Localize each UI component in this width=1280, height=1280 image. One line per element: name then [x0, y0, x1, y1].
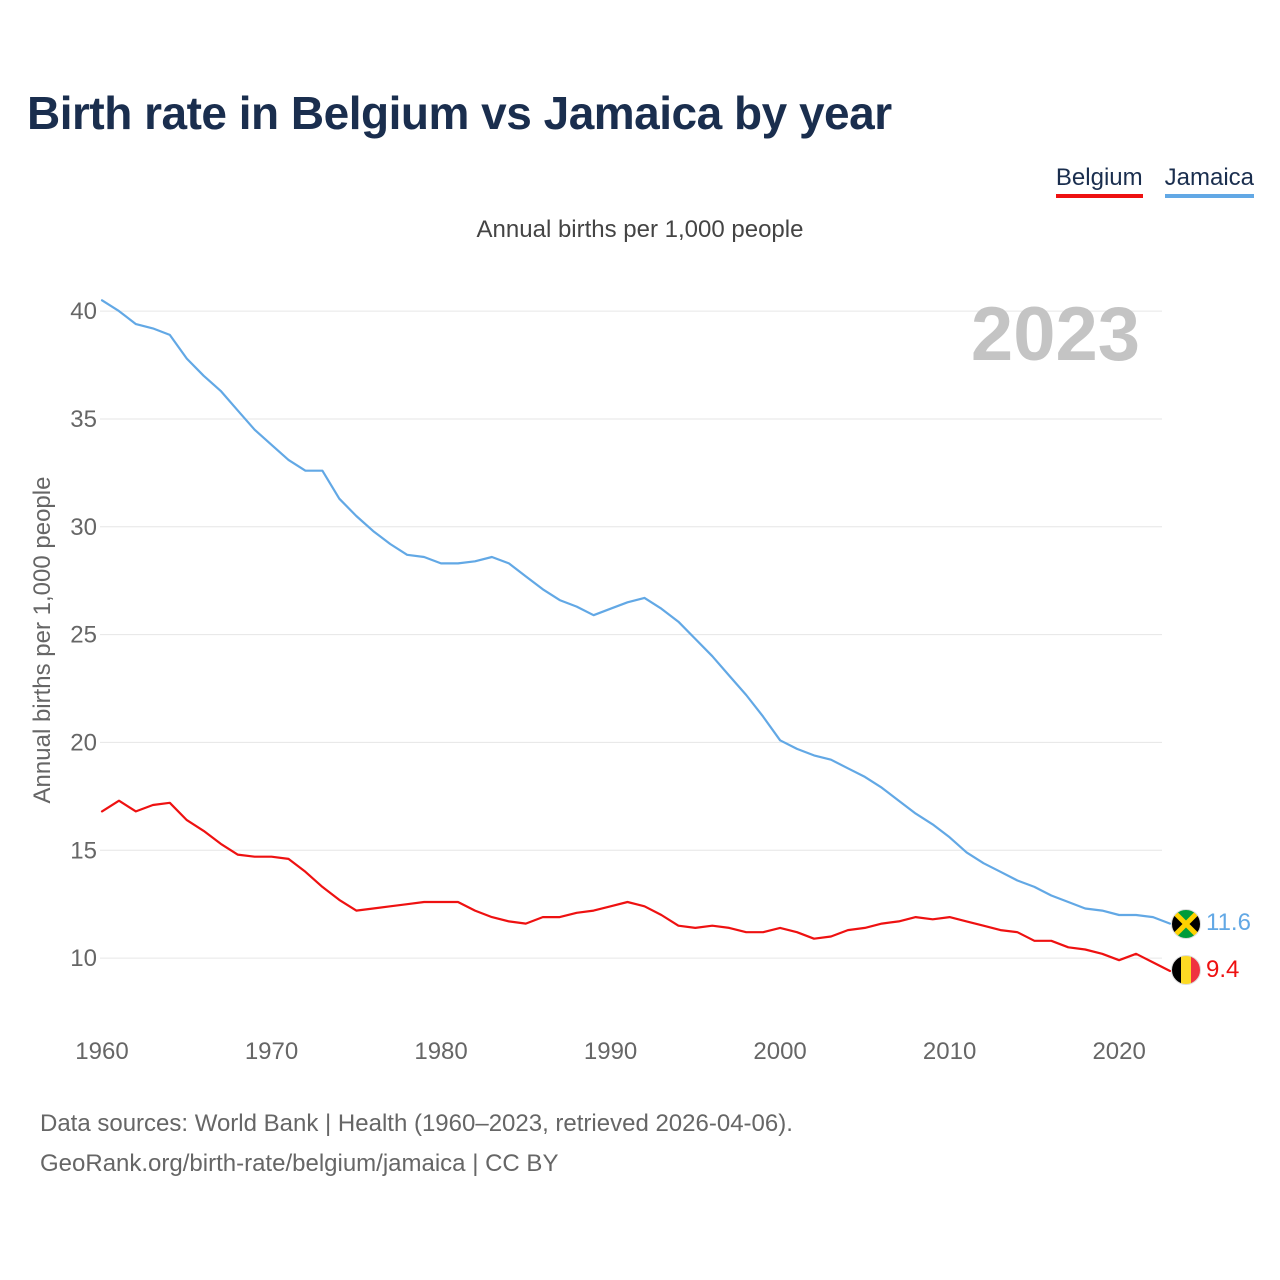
data-source: Data sources: World Bank | Health (1960–… [40, 1104, 793, 1184]
belgium-end-value: 9.4 [1206, 956, 1239, 983]
x-tick-label: 1970 [245, 1038, 298, 1065]
y-tick-label: 15 [70, 837, 97, 864]
x-tick-label: 2010 [923, 1038, 976, 1065]
source-line: Data sources: World Bank | Health (1960–… [40, 1110, 793, 1137]
legend-item-belgium[interactable]: Belgium [1055, 164, 1143, 198]
y-tick-label: 20 [70, 729, 97, 756]
x-tick-label: 2000 [753, 1038, 806, 1065]
y-tick-label: 10 [70, 945, 97, 972]
x-tick-label: 1990 [584, 1038, 637, 1065]
chart-title: Birth rate in Belgium vs Jamaica by year [27, 87, 892, 139]
y-tick-label: 25 [70, 622, 97, 649]
jamaica-end-value: 11.6 [1206, 909, 1251, 936]
y-axis-label: Annual births per 1,000 people [29, 477, 56, 804]
series-line-belgium [100, 799, 1172, 973]
y-tick-label: 40 [70, 298, 97, 325]
year-watermark: 2023 [971, 292, 1140, 377]
legend-item-jamaica[interactable]: Jamaica [1164, 164, 1254, 198]
chart-subtitle: Annual births per 1,000 people [476, 216, 804, 243]
x-tick-label: 2020 [1092, 1038, 1145, 1065]
y-tick-label: 35 [70, 406, 97, 433]
jamaica-flag-icon [1171, 909, 1201, 939]
series-line-jamaica [100, 299, 1172, 925]
x-tick-label: 1960 [75, 1038, 128, 1065]
x-tick-label: 1980 [414, 1038, 467, 1065]
y-tick-label: 30 [70, 514, 97, 541]
source-url[interactable]: GeoRank.org/birth-rate/belgium/jamaica |… [40, 1150, 559, 1177]
belgium-flag-icon [1171, 955, 1201, 985]
legend: Belgium Jamaica [1055, 164, 1254, 198]
